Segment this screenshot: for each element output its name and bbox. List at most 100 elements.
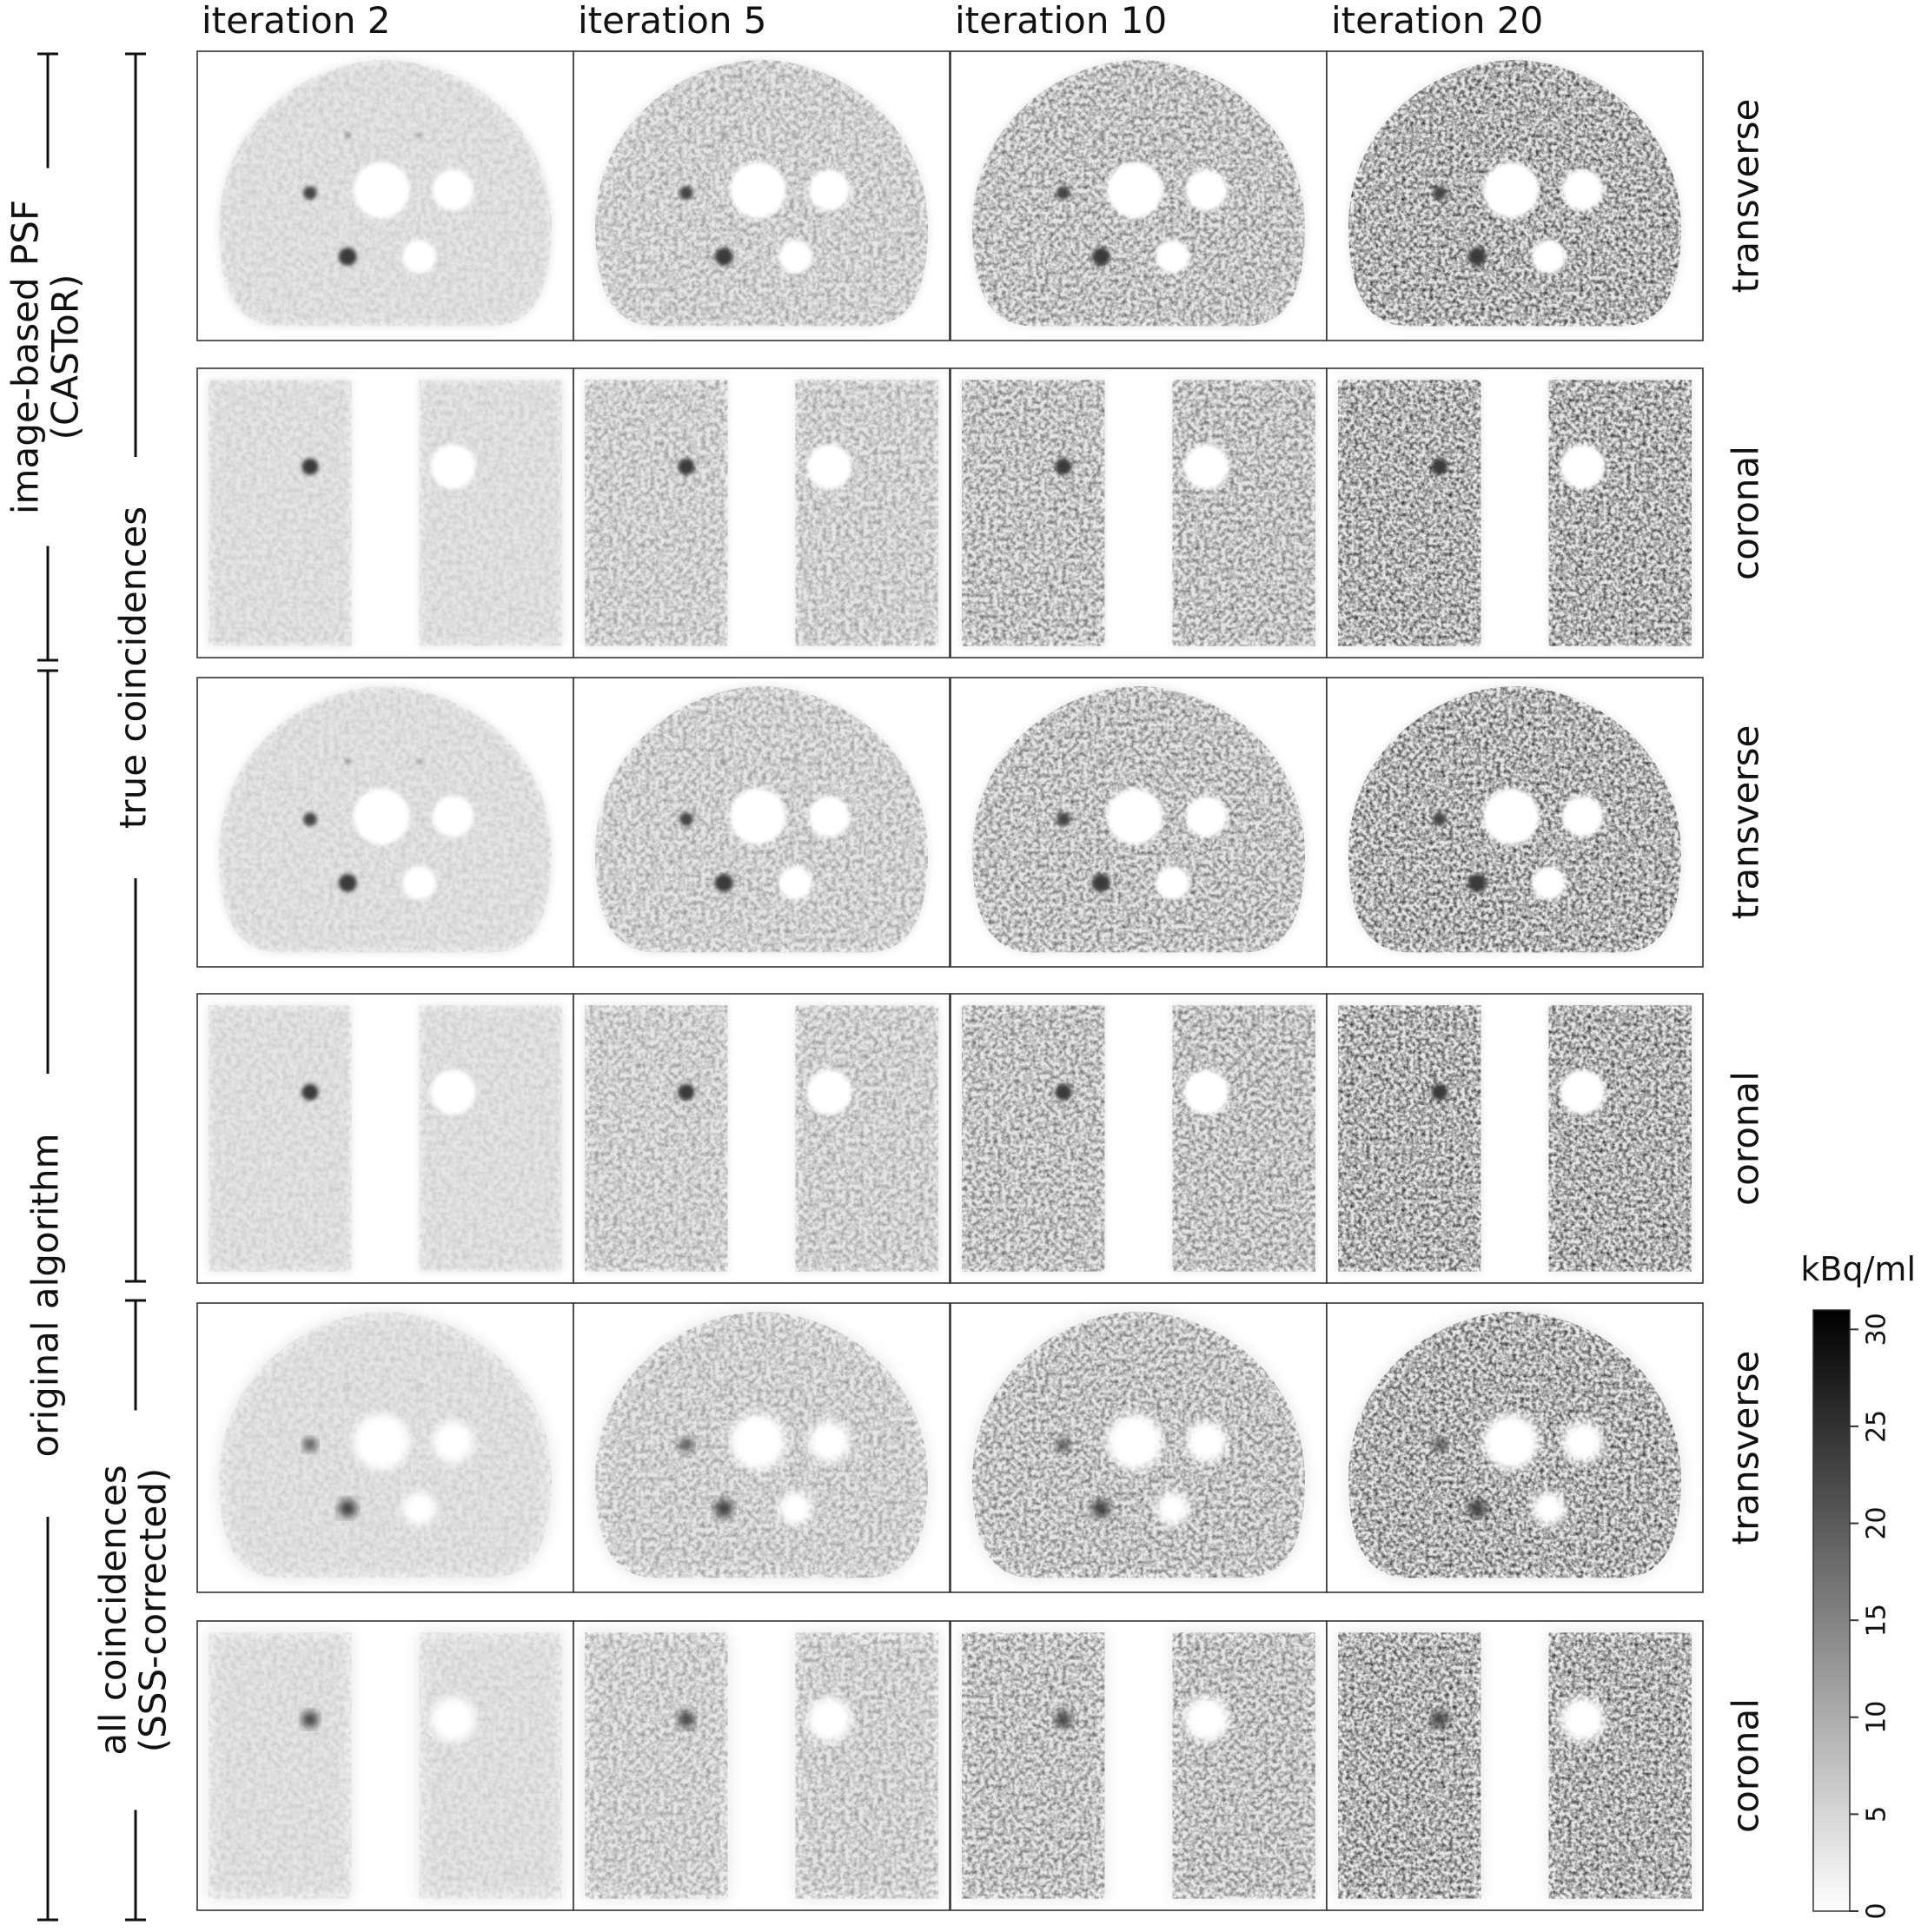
- colorbar-tick-label: 0: [1862, 1902, 1892, 1919]
- cold-sphere: [808, 796, 851, 837]
- hot-sphere: [416, 758, 422, 765]
- cold-sphere: [353, 1413, 410, 1471]
- hot-sphere: [416, 132, 422, 139]
- reconstruction-noise: [961, 380, 1105, 646]
- group-true-coincidences: true coincidences: [112, 52, 155, 1283]
- panel-coronal-3: [950, 993, 1328, 1284]
- panel-border: [1326, 1302, 1704, 1593]
- hot-sphere: [1431, 1710, 1448, 1728]
- panel-transverse-4: [1326, 1302, 1704, 1593]
- hot-sphere: [1433, 186, 1447, 200]
- cold-sphere: [729, 788, 786, 845]
- cold-sphere: [1561, 1421, 1604, 1463]
- hot-sphere: [303, 186, 317, 200]
- colorbar-gradient: [1812, 1309, 1851, 1912]
- cold-sphere: [430, 444, 476, 490]
- reconstruction-noise: [1337, 380, 1481, 646]
- hot-sphere: [1467, 248, 1487, 266]
- panel-border: [573, 993, 951, 1284]
- cold-sphere: [401, 1491, 436, 1525]
- view-label-1: transverse: [1725, 99, 1767, 294]
- colorbar-unit: kBq/ml: [1800, 1250, 1916, 1288]
- reconstruction-noise: [961, 1005, 1105, 1272]
- hot-sphere: [679, 812, 693, 826]
- panel-coronal-4: [1326, 367, 1704, 658]
- cold-sphere: [808, 1421, 851, 1463]
- cold-sphere: [1531, 239, 1566, 274]
- reconstruction-noise: [1337, 1005, 1481, 1272]
- hot-sphere: [338, 1499, 357, 1518]
- cold-sphere: [1183, 1697, 1229, 1743]
- hot-sphere: [1433, 1438, 1447, 1452]
- panel-border: [573, 1620, 951, 1911]
- hot-sphere: [1091, 248, 1110, 266]
- reconstruction-noise: [1548, 380, 1692, 646]
- column-header-3: iteration 10: [955, 0, 1167, 42]
- panel-transverse-4: [1326, 50, 1704, 341]
- reconstruction-noise: [1548, 1005, 1692, 1272]
- panel-coronal-3: [950, 1620, 1328, 1911]
- hot-sphere: [1097, 758, 1104, 765]
- cold-sphere: [806, 1069, 852, 1115]
- cold-sphere: [1482, 162, 1540, 219]
- hot-sphere: [1431, 458, 1448, 475]
- hot-sphere: [416, 1384, 422, 1391]
- hot-sphere: [344, 1384, 351, 1391]
- reconstruction-noise: [419, 1005, 563, 1272]
- panel-border: [1326, 50, 1704, 341]
- cold-sphere: [1185, 796, 1228, 837]
- column-header-2: iteration 5: [578, 0, 767, 42]
- hot-sphere: [1431, 1083, 1448, 1101]
- hot-sphere: [1057, 1438, 1070, 1452]
- hot-sphere: [792, 758, 798, 765]
- cold-sphere: [1185, 169, 1228, 211]
- cold-sphere: [806, 1697, 852, 1743]
- cold-sphere: [430, 1069, 476, 1115]
- cold-sphere: [778, 865, 812, 900]
- hot-sphere: [1097, 132, 1104, 139]
- panel-coronal-2: [573, 993, 951, 1284]
- panel-transverse-2: [573, 50, 951, 341]
- cold-sphere: [778, 239, 812, 274]
- cold-sphere: [1531, 865, 1566, 900]
- hot-sphere: [1433, 812, 1447, 826]
- panel-transverse-2: [573, 1302, 951, 1593]
- reconstruction-noise: [1337, 1632, 1481, 1899]
- hot-sphere: [1055, 1083, 1072, 1101]
- colorbar-tick-label: 5: [1862, 1806, 1892, 1823]
- hot-sphere: [714, 1499, 733, 1518]
- hot-sphere: [720, 132, 727, 139]
- panel-transverse-1: [196, 1302, 574, 1593]
- hot-sphere: [1057, 186, 1070, 200]
- cold-sphere: [1183, 444, 1229, 490]
- hot-sphere: [344, 758, 351, 765]
- panel-coronal-4: [1326, 1620, 1704, 1911]
- column-headers: iteration 2 iteration 5 iteration 10 iterat…: [202, 0, 1543, 42]
- colorbar-tick-label: 15: [1862, 1604, 1892, 1637]
- hot-sphere: [301, 1710, 319, 1728]
- reconstruction-noise: [419, 380, 563, 646]
- hot-sphere: [1546, 1384, 1552, 1391]
- panel-coronal-2: [573, 1620, 951, 1911]
- reconstruction-noise: [1172, 380, 1316, 646]
- reconstruction-noise: [961, 1632, 1105, 1899]
- panel-transverse-3: [950, 50, 1328, 341]
- group-image-based-psf: image-based PSF(CASToR): [4, 52, 87, 662]
- cold-sphere: [1482, 788, 1540, 845]
- cold-sphere: [1560, 444, 1606, 490]
- hot-sphere: [720, 1384, 727, 1391]
- hot-sphere: [1097, 1384, 1104, 1391]
- cold-sphere: [432, 169, 474, 211]
- hot-sphere: [303, 1438, 317, 1452]
- hot-sphere: [1091, 874, 1110, 892]
- cold-sphere: [1106, 788, 1163, 845]
- panel-coronal-1: [196, 993, 574, 1284]
- hot-sphere: [303, 812, 317, 826]
- hot-sphere: [1169, 758, 1176, 765]
- view-label-2: coronal: [1725, 446, 1767, 580]
- reconstruction-noise: [584, 1632, 728, 1899]
- cold-sphere: [1106, 1413, 1163, 1471]
- group-true-coincidences-label: true coincidences: [112, 506, 155, 829]
- colorbar-tick-label: 20: [1862, 1506, 1892, 1539]
